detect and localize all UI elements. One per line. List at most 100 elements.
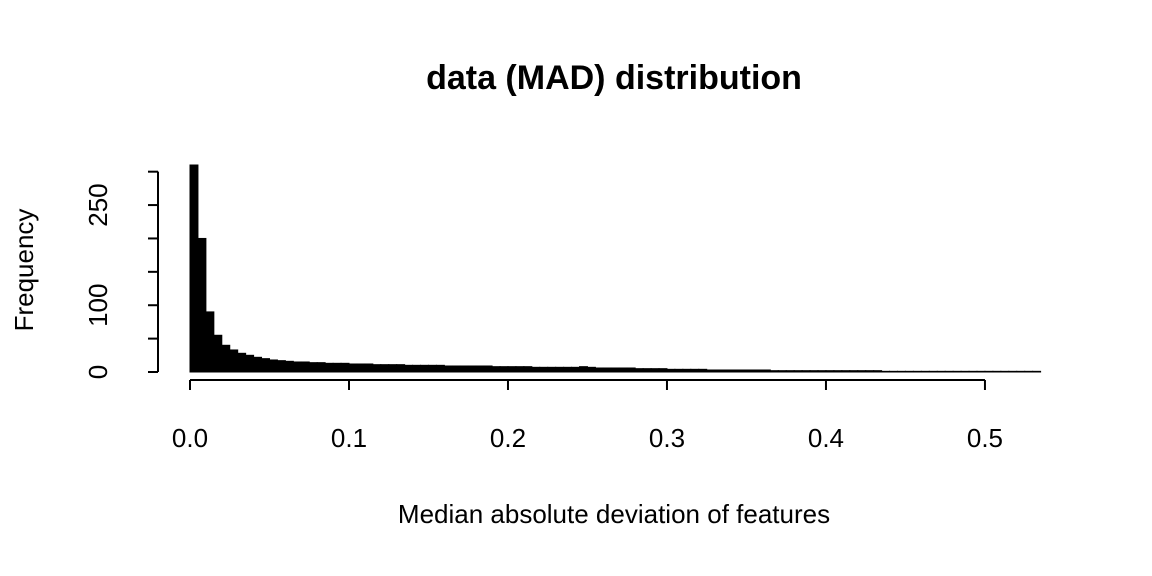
bar: [316, 362, 326, 373]
bar: [324, 362, 334, 373]
y-tick-label: 250: [83, 183, 113, 226]
bar: [237, 352, 247, 373]
bar: [579, 366, 588, 373]
bar: [928, 370, 938, 373]
bar: [666, 368, 676, 373]
bar: [610, 367, 620, 373]
bar: [682, 368, 692, 373]
bar: [730, 369, 740, 373]
bar: [268, 359, 278, 373]
bar: [1024, 370, 1034, 373]
bar: [658, 368, 668, 373]
bar: [189, 164, 199, 373]
bar: [388, 364, 398, 373]
bar: [992, 370, 1002, 373]
bar: [936, 370, 946, 373]
bar: [332, 362, 342, 373]
bar: [1008, 370, 1018, 373]
bar: [253, 356, 263, 373]
bar: [276, 360, 286, 373]
bar: [618, 367, 628, 373]
bar: [483, 365, 493, 373]
bar: [817, 370, 827, 373]
y-tick-label: 100: [83, 284, 113, 327]
bar: [451, 365, 461, 373]
bar: [833, 370, 843, 373]
bar: [960, 370, 970, 373]
bar: [793, 370, 803, 373]
bar: [769, 370, 779, 373]
bar: [698, 368, 708, 373]
bar: [841, 370, 851, 373]
bar: [364, 363, 374, 373]
bar: [396, 364, 406, 373]
bar: [443, 365, 453, 373]
bar: [356, 363, 366, 373]
x-tick-label: 0.0: [172, 423, 208, 453]
bar: [459, 365, 469, 373]
bar: [420, 364, 429, 373]
bar: [897, 370, 906, 373]
bar: [197, 237, 207, 373]
bar: [904, 370, 914, 373]
bar: [889, 370, 899, 373]
bar: [1000, 370, 1010, 373]
bar: [881, 370, 891, 373]
bar: [571, 366, 581, 373]
bar: [515, 366, 525, 373]
bar: [539, 366, 549, 373]
bar: [753, 369, 763, 373]
bar: [205, 311, 215, 373]
bar: [531, 366, 541, 373]
x-tick-label: 0.2: [490, 423, 526, 453]
bar: [586, 366, 596, 373]
y-axis-label: Frequency: [9, 209, 39, 332]
bar: [984, 370, 994, 373]
bar: [213, 334, 223, 373]
bar: [626, 367, 636, 373]
bar: [825, 370, 835, 373]
bar: [300, 361, 310, 373]
bar: [427, 364, 437, 373]
bar: [674, 368, 684, 373]
bar: [642, 368, 652, 373]
bar: [292, 361, 302, 373]
x-tick-label: 0.3: [649, 423, 685, 453]
bar: [523, 366, 533, 373]
y-tick-label: 0: [83, 365, 113, 379]
bar: [547, 366, 557, 373]
bar: [976, 370, 986, 373]
bar: [714, 369, 724, 373]
x-axis-label: Median absolute deviation of features: [398, 499, 830, 529]
bar: [801, 370, 811, 373]
bar: [404, 364, 414, 373]
bar: [952, 370, 962, 373]
bar: [594, 367, 604, 373]
bar: [563, 366, 573, 373]
x-tick-label: 0.4: [808, 423, 844, 453]
bar: [944, 370, 954, 373]
x-tick-label: 0.1: [331, 423, 367, 453]
bar: [229, 349, 239, 373]
bar: [372, 364, 382, 373]
bar: [968, 370, 978, 373]
bar: [261, 358, 270, 373]
bar: [873, 370, 883, 373]
bar: [785, 370, 795, 373]
bar: [491, 366, 501, 373]
bar: [745, 369, 755, 373]
bar: [221, 344, 231, 373]
bar: [912, 370, 922, 373]
bar: [865, 370, 875, 373]
bar: [1016, 370, 1026, 373]
x-tick-label: 0.5: [967, 423, 1003, 453]
bar: [499, 366, 509, 373]
bar: [634, 368, 644, 373]
bar: [475, 365, 485, 373]
bar: [435, 364, 445, 373]
bar: [722, 369, 732, 373]
bar: [467, 365, 477, 373]
bar: [284, 360, 294, 373]
